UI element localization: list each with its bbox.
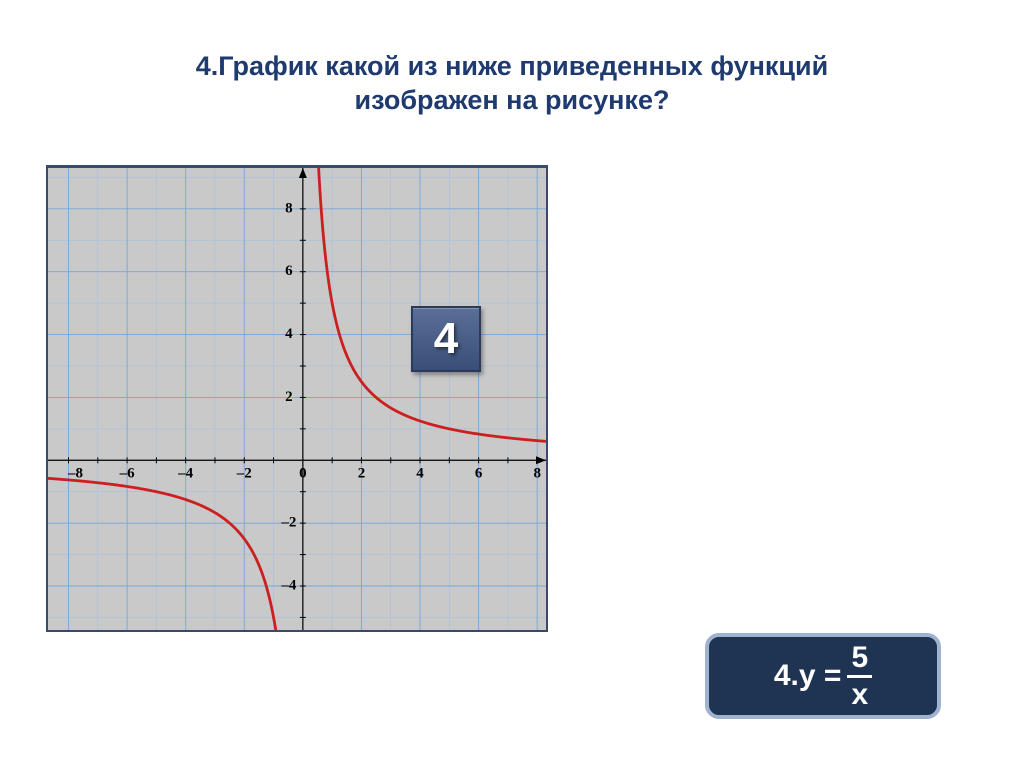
svg-text:–2: –2 <box>280 515 296 531</box>
answer-formula-box: 4.y = 5 x <box>705 633 941 719</box>
svg-text:6: 6 <box>475 466 483 482</box>
svg-text:4: 4 <box>285 326 293 342</box>
answer-number-badge: 4 <box>411 306 481 372</box>
svg-text:2: 2 <box>285 389 293 405</box>
answer-number: 4 <box>434 314 458 364</box>
title-line-2: изображен на рисунке? <box>355 85 670 115</box>
svg-text:4: 4 <box>416 466 424 482</box>
answer-numerator: 5 <box>847 643 872 675</box>
chart-container: –8 –6 –4 –2 0 2 4 6 8 –4 –2 2 4 6 8 4 <box>46 165 548 632</box>
svg-text:2: 2 <box>358 466 366 482</box>
svg-text:8: 8 <box>533 466 541 482</box>
svg-text:–4: –4 <box>280 577 297 593</box>
svg-text:0: 0 <box>299 466 307 482</box>
function-chart: –8 –6 –4 –2 0 2 4 6 8 –4 –2 2 4 6 8 <box>48 168 546 630</box>
svg-text:–4: –4 <box>177 466 194 482</box>
answer-prefix: 4.y = <box>774 659 842 693</box>
answer-denominator: x <box>847 678 872 710</box>
svg-text:–8: –8 <box>67 466 83 482</box>
svg-text:–2: –2 <box>236 466 252 482</box>
svg-text:6: 6 <box>285 263 293 279</box>
svg-text:8: 8 <box>285 200 293 216</box>
svg-text:–6: –6 <box>119 466 136 482</box>
question-title: 4.График какой из ниже приведенных функц… <box>0 50 1024 118</box>
answer-fraction: 5 x <box>847 643 872 710</box>
title-line-1: 4.График какой из ниже приведенных функц… <box>196 51 828 81</box>
